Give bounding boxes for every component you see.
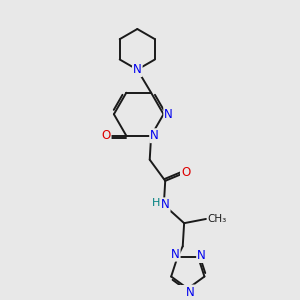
Text: H: H — [152, 198, 160, 208]
Text: N: N — [133, 63, 142, 76]
Text: N: N — [150, 129, 159, 142]
Text: N: N — [171, 248, 180, 261]
Text: N: N — [164, 108, 173, 121]
Text: N: N — [197, 249, 206, 262]
Text: O: O — [101, 129, 111, 142]
Text: N: N — [186, 286, 194, 298]
Text: CH₃: CH₃ — [208, 214, 227, 224]
Text: N: N — [161, 198, 170, 211]
Text: O: O — [181, 166, 190, 179]
